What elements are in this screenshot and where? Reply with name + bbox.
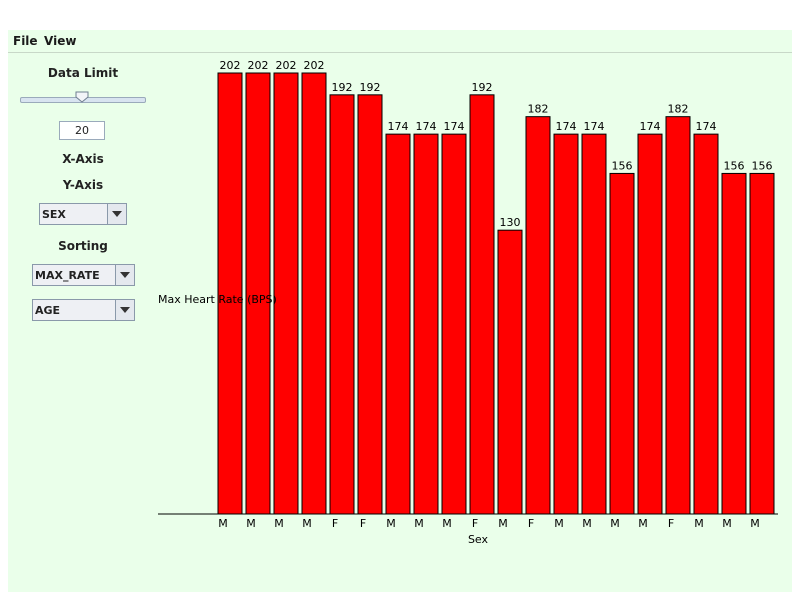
- data-limit-label: Data Limit: [47, 66, 119, 80]
- x-tick-label: F: [528, 517, 534, 530]
- bar: [301, 72, 327, 515]
- bar: [665, 116, 691, 515]
- x-axis-label: X-Axis: [62, 152, 104, 166]
- bar: [469, 94, 495, 515]
- x-tick-label: M: [694, 517, 704, 530]
- x-tick-label: F: [332, 517, 338, 530]
- y-axis-label: Y-Axis: [62, 178, 104, 192]
- bar: [637, 133, 663, 515]
- bar-value-label: 174: [584, 120, 605, 133]
- x-tick-label: M: [414, 517, 424, 530]
- slider-thumb[interactable]: [75, 91, 89, 103]
- x-tick-label: M: [246, 517, 256, 530]
- x-tick-label: M: [750, 517, 760, 530]
- sort-secondary-dropdown[interactable]: AGE: [32, 299, 135, 321]
- bar-value-label: 182: [528, 103, 549, 116]
- x-tick-label: M: [610, 517, 620, 530]
- x-tick-label: M: [218, 517, 228, 530]
- x-tick-label: M: [638, 517, 648, 530]
- sort-primary-value: MAX_RATE: [35, 269, 100, 282]
- chevron-down-icon[interactable]: [115, 265, 134, 285]
- x-tick-label: F: [472, 517, 478, 530]
- x-tick-label: M: [722, 517, 732, 530]
- bar-value-label: 192: [360, 81, 381, 94]
- bar-value-label: 202: [276, 59, 297, 72]
- bar: [329, 94, 355, 515]
- bar-value-label: 182: [668, 103, 689, 116]
- bar: [553, 133, 579, 515]
- bar: [385, 133, 411, 515]
- x-tick-label: M: [442, 517, 452, 530]
- bar-value-label: 130: [500, 216, 521, 229]
- y-axis-title: Max Heart Rate (BPS): [158, 293, 277, 306]
- bar-value-label: 174: [416, 120, 437, 133]
- chevron-down-icon[interactable]: [115, 300, 134, 320]
- bar: [581, 133, 607, 515]
- bars-layer: [217, 72, 775, 515]
- bar-value-label: 192: [332, 81, 353, 94]
- bar: [413, 133, 439, 515]
- bar-value-label: 192: [472, 81, 493, 94]
- bar: [217, 72, 243, 515]
- bar: [441, 133, 467, 515]
- sorting-label: Sorting: [58, 239, 108, 253]
- x-tick-label: M: [582, 517, 592, 530]
- bar-value-label: 202: [304, 59, 325, 72]
- x-tick-label: M: [498, 517, 508, 530]
- x-tick-label: F: [360, 517, 366, 530]
- bar: [609, 172, 635, 515]
- sort-primary-dropdown[interactable]: MAX_RATE: [32, 264, 135, 286]
- sort-secondary-value: AGE: [35, 304, 61, 317]
- bar: [749, 172, 775, 515]
- bar-value-label: 156: [752, 159, 773, 172]
- bar: [497, 229, 523, 515]
- menu-view[interactable]: View: [44, 34, 77, 48]
- menu-bar: File View: [8, 30, 792, 53]
- menu-file[interactable]: File: [13, 34, 38, 48]
- bar-value-label: 156: [724, 159, 745, 172]
- bar-value-label: 174: [556, 120, 577, 133]
- bar-value-label: 202: [248, 59, 269, 72]
- x-tick-label: M: [554, 517, 564, 530]
- bar-value-label: 174: [444, 120, 465, 133]
- chevron-down-icon[interactable]: [107, 204, 126, 224]
- x-tick-label: M: [302, 517, 312, 530]
- x-tick-label: M: [386, 517, 396, 530]
- data-limit-field[interactable]: 20: [59, 121, 105, 140]
- bar: [525, 116, 551, 515]
- value-labels-layer: 202 202 202 202 192 192 174 174 174 192 130 182 174 1…: [220, 59, 773, 229]
- bar-value-label: 174: [640, 120, 661, 133]
- bar: [693, 133, 719, 515]
- bar: [721, 172, 747, 515]
- x-tick-label: M: [274, 517, 284, 530]
- bar: [245, 72, 271, 515]
- y-axis-dropdown[interactable]: SEX: [39, 203, 127, 225]
- bar-value-label: 174: [388, 120, 409, 133]
- x-axis-title: Sex: [468, 533, 489, 546]
- bar: [273, 72, 299, 515]
- bar-value-label: 202: [220, 59, 241, 72]
- bar-value-label: 174: [696, 120, 717, 133]
- bar: [357, 94, 383, 515]
- bar-value-label: 156: [612, 159, 633, 172]
- x-tick-label: F: [668, 517, 674, 530]
- y-axis-dropdown-value: SEX: [42, 208, 66, 221]
